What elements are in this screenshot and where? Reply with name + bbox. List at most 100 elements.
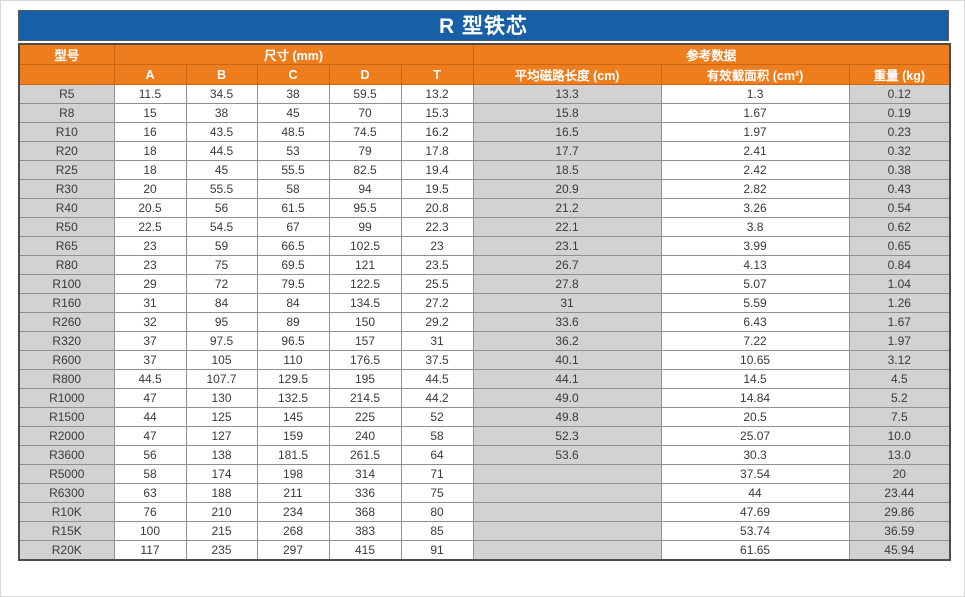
value-cell: 195 <box>328 369 402 389</box>
model-cell: R30 <box>18 179 115 199</box>
table-title-bar: R 型铁芯 <box>18 10 949 41</box>
value-cell: 53.74 <box>660 521 850 541</box>
model-cell: R25 <box>18 160 115 180</box>
table-row: R10 16 43.5 48.5 74.5 16.2 16.5 1.97 0.23 <box>18 122 951 142</box>
model-cell: R8 <box>18 103 115 123</box>
value-cell: 26.7 <box>472 255 662 275</box>
subheader-row: A B C D T 平均磁路长度 (cm) 有效截面积 (cm²) 重量 (kg) <box>18 64 951 85</box>
value-cell: 215 <box>185 521 258 541</box>
value-cell: 261.5 <box>328 445 402 465</box>
value-cell: 127 <box>185 426 258 446</box>
value-cell: 0.65 <box>848 236 951 256</box>
value-cell: 59.5 <box>328 84 402 104</box>
value-cell: 23 <box>113 255 187 275</box>
value-cell: 15 <box>113 103 187 123</box>
value-cell: 6.43 <box>660 312 850 332</box>
value-cell: 5.07 <box>660 274 850 294</box>
value-cell: 5.59 <box>660 293 850 313</box>
value-cell: 4.5 <box>848 369 951 389</box>
value-cell: 20 <box>848 464 951 484</box>
value-cell: 2.82 <box>660 179 850 199</box>
value-cell: 3.26 <box>660 198 850 218</box>
value-cell: 91 <box>400 540 474 560</box>
value-cell: 75 <box>400 483 474 503</box>
model-cell: R20K <box>18 540 115 560</box>
value-cell: 0.19 <box>848 103 951 123</box>
value-cell: 49.0 <box>472 388 662 408</box>
model-cell: R65 <box>18 236 115 256</box>
value-cell: 0.38 <box>848 160 951 180</box>
value-cell: 3.8 <box>660 217 850 237</box>
value-cell: 95 <box>185 312 258 332</box>
value-cell: 198 <box>256 464 330 484</box>
reference-group-header: 参考数据 <box>472 43 951 65</box>
value-cell: 85 <box>400 521 474 541</box>
value-cell: 47 <box>113 426 187 446</box>
value-cell: 10.0 <box>848 426 951 446</box>
value-cell: 27.2 <box>400 293 474 313</box>
model-cell: R50 <box>18 217 115 237</box>
model-cell: R20 <box>18 141 115 161</box>
value-cell: 75 <box>185 255 258 275</box>
value-cell: 240 <box>328 426 402 446</box>
value-cell: 20.8 <box>400 198 474 218</box>
model-cell: R2000 <box>18 426 115 446</box>
value-cell: 48.5 <box>256 122 330 142</box>
value-cell: 174 <box>185 464 258 484</box>
value-cell: 18 <box>113 141 187 161</box>
table-row: R50 22.5 54.5 67 99 22.3 22.1 3.8 0.62 <box>18 217 951 237</box>
model-cell: R5000 <box>18 464 115 484</box>
table-row: R20 18 44.5 53 79 17.8 17.7 2.41 0.32 <box>18 141 951 161</box>
table-row: R260 32 95 89 150 29.2 33.6 6.43 1.67 <box>18 312 951 332</box>
value-cell: 44.1 <box>472 369 662 389</box>
value-cell <box>472 540 662 560</box>
model-group-header: 型号 <box>18 43 115 65</box>
value-cell: 61.5 <box>256 198 330 218</box>
model-cell: R3600 <box>18 445 115 465</box>
table-row: R2000 47 127 159 240 58 52.3 25.07 10.0 <box>18 426 951 446</box>
value-cell: 5.2 <box>848 388 951 408</box>
table-row: R5000 58 174 198 314 71 37.54 20 <box>18 464 951 484</box>
value-cell: 52 <box>400 407 474 427</box>
table-row: R800 44.5 107.7 129.5 195 44.5 44.1 14.5 4.5 <box>18 369 951 389</box>
value-cell: 16 <box>113 122 187 142</box>
value-cell: 94 <box>328 179 402 199</box>
value-cell: 38 <box>256 84 330 104</box>
value-cell: 16.5 <box>472 122 662 142</box>
value-cell: 37 <box>113 331 187 351</box>
value-cell: 4.13 <box>660 255 850 275</box>
value-cell: 29.86 <box>848 502 951 522</box>
value-cell: 64 <box>400 445 474 465</box>
value-cell: 20.5 <box>113 198 187 218</box>
value-cell: 150 <box>328 312 402 332</box>
column-header-cm: 有效截面积 (cm²) <box>660 64 850 85</box>
value-cell: 16.2 <box>400 122 474 142</box>
value-cell: 0.62 <box>848 217 951 237</box>
value-cell: 1.97 <box>848 331 951 351</box>
model-cell: R100 <box>18 274 115 294</box>
value-cell: 10.65 <box>660 350 850 370</box>
core-spec-table: 型号 尺寸 (mm) 参考数据 A B C D T 平均磁路长度 (cm) 有效截面积 (c… <box>18 43 952 561</box>
table-body: R5 11.5 34.5 38 59.5 13.2 13.3 1.3 0.12 R8 15 38 45 7… <box>18 84 951 560</box>
value-cell: 29 <box>113 274 187 294</box>
model-cell: R5 <box>18 84 115 104</box>
value-cell <box>472 521 662 541</box>
value-cell: 268 <box>256 521 330 541</box>
table-title: R 型铁芯 <box>439 15 528 38</box>
value-cell: 44 <box>113 407 187 427</box>
value-cell: 44.5 <box>400 369 474 389</box>
value-cell: 19.4 <box>400 160 474 180</box>
value-cell: 56 <box>185 198 258 218</box>
value-cell: 18.5 <box>472 160 662 180</box>
table-row: R6300 63 188 211 336 75 44 23.44 <box>18 483 951 503</box>
model-cell: R600 <box>18 350 115 370</box>
table-row: R80 23 75 69.5 121 23.5 26.7 4.13 0.84 <box>18 255 951 275</box>
value-cell: 0.23 <box>848 122 951 142</box>
column-header-c: C <box>256 64 330 85</box>
value-cell: 13.3 <box>472 84 662 104</box>
value-cell: 11.5 <box>113 84 187 104</box>
value-cell: 22.5 <box>113 217 187 237</box>
value-cell: 110 <box>256 350 330 370</box>
value-cell: 13.2 <box>400 84 474 104</box>
